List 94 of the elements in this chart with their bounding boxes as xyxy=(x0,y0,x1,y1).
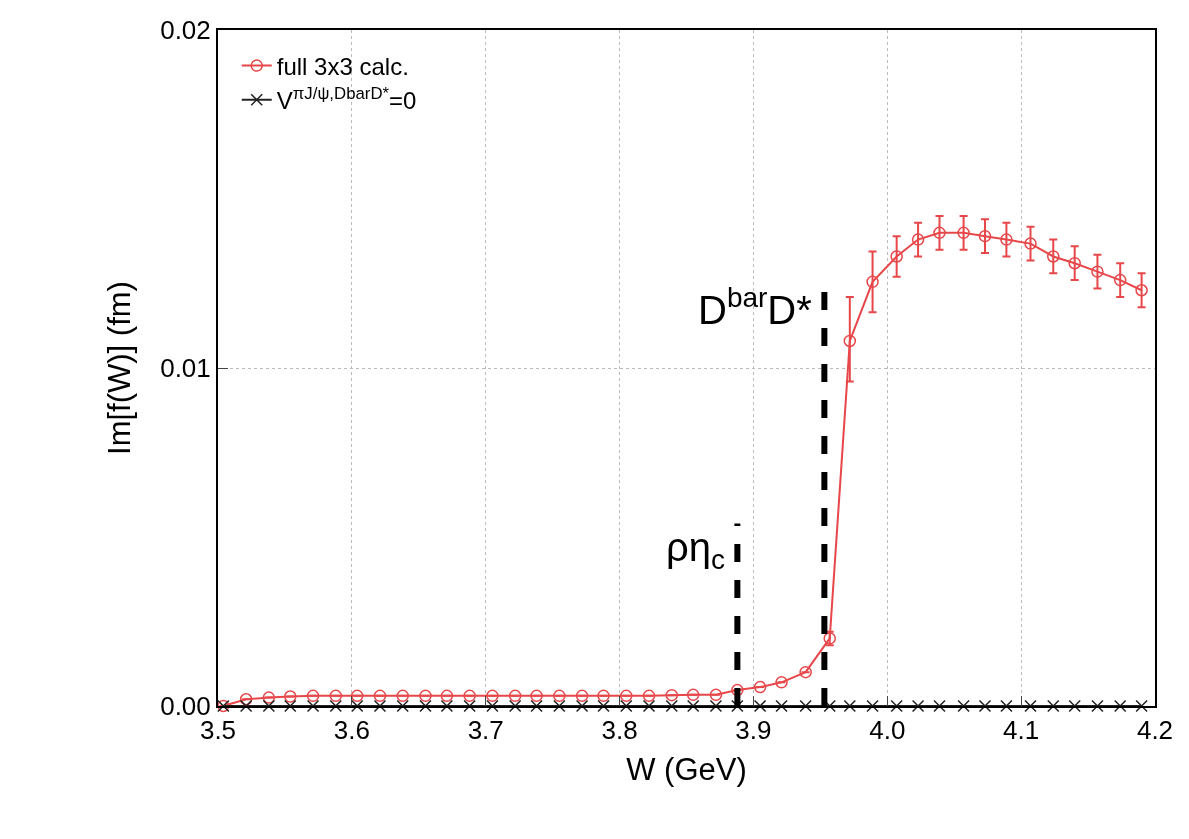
point xyxy=(553,699,566,713)
point xyxy=(239,692,253,706)
point xyxy=(866,275,879,289)
point xyxy=(799,699,812,713)
point xyxy=(597,699,610,713)
point xyxy=(775,676,788,689)
point xyxy=(775,699,788,713)
point xyxy=(575,689,589,703)
point xyxy=(866,699,879,713)
point xyxy=(329,689,343,703)
point xyxy=(530,699,543,713)
point xyxy=(686,699,700,713)
point xyxy=(530,689,543,703)
point xyxy=(957,699,970,713)
point xyxy=(709,688,723,702)
point xyxy=(620,699,633,713)
point xyxy=(933,699,946,713)
point xyxy=(890,699,903,713)
point xyxy=(933,226,946,240)
point xyxy=(1024,699,1037,713)
point xyxy=(642,699,656,713)
point xyxy=(284,699,297,713)
point xyxy=(373,699,387,713)
x-axis-title: W (GeV) xyxy=(626,751,747,787)
legend-label: full 3x3 calc. xyxy=(276,52,409,80)
point xyxy=(1024,237,1037,250)
point xyxy=(1113,273,1127,287)
point xyxy=(620,689,633,703)
point xyxy=(1091,699,1104,713)
x-tick-label: 4.0 xyxy=(869,715,906,746)
point xyxy=(1047,699,1060,713)
x-tick-label: 3.6 xyxy=(333,715,370,746)
ref-line-label: D$^{bar}$D* xyxy=(698,282,812,332)
point xyxy=(1068,256,1081,270)
point xyxy=(665,699,679,713)
x-tick-label: 4.2 xyxy=(1136,715,1174,746)
point xyxy=(553,689,566,703)
y-tick-label: 0.02 xyxy=(160,15,211,46)
point xyxy=(843,334,857,348)
point xyxy=(575,699,589,713)
point xyxy=(440,689,454,703)
ref-line-label: ρη$_{c}$ xyxy=(666,525,725,576)
point xyxy=(396,699,409,713)
point xyxy=(753,680,767,694)
point xyxy=(665,688,679,702)
point xyxy=(350,699,364,713)
point xyxy=(284,690,297,703)
x-tick-label: 3.9 xyxy=(735,715,772,746)
point xyxy=(1000,233,1013,246)
point xyxy=(486,699,499,713)
point xyxy=(709,699,723,713)
point xyxy=(419,689,432,703)
x-tick-label: 3.8 xyxy=(601,715,638,746)
point xyxy=(508,689,522,703)
point xyxy=(463,689,476,703)
point xyxy=(508,699,522,713)
point xyxy=(1047,250,1060,263)
point xyxy=(486,689,499,703)
point xyxy=(731,683,744,697)
point xyxy=(686,688,700,702)
x-tick-label: 3.7 xyxy=(467,715,504,746)
point xyxy=(843,699,857,713)
point xyxy=(911,233,925,246)
point xyxy=(978,229,992,243)
point xyxy=(419,699,432,713)
point xyxy=(1113,699,1127,713)
point xyxy=(799,665,812,679)
point xyxy=(1091,265,1104,278)
point xyxy=(306,699,320,713)
point xyxy=(239,699,253,713)
y-tick-label: 0.01 xyxy=(160,353,211,384)
point xyxy=(440,699,454,713)
point xyxy=(1068,699,1081,713)
point xyxy=(890,250,903,263)
point xyxy=(350,689,364,703)
point xyxy=(642,689,656,703)
point xyxy=(911,699,925,713)
point xyxy=(957,226,970,240)
y-axis-title: Im[f(W)] (fm) xyxy=(102,281,138,455)
point xyxy=(1000,699,1013,713)
point xyxy=(262,699,276,713)
point xyxy=(1135,699,1148,713)
x-tick-label: 4.1 xyxy=(1003,715,1040,746)
point xyxy=(373,689,387,703)
point xyxy=(463,699,476,713)
point xyxy=(1135,284,1148,297)
point xyxy=(753,699,767,713)
point xyxy=(329,699,343,713)
legend-label: V$^{πJ/ψ,DbarD*}$=0 xyxy=(276,84,417,115)
point xyxy=(262,691,276,704)
point xyxy=(306,689,320,703)
point xyxy=(396,689,409,703)
point xyxy=(978,699,992,713)
point xyxy=(597,689,610,703)
